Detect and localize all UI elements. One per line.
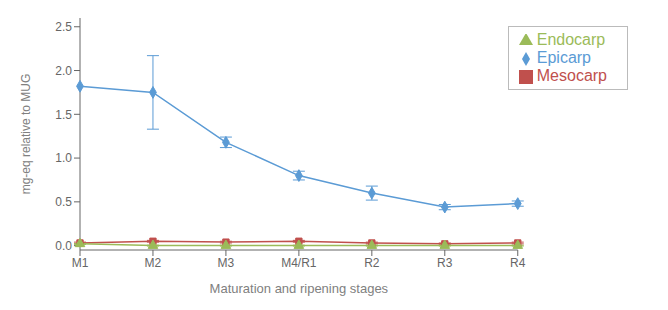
svg-text:1.0: 1.0 [55,151,72,165]
html-text:Epicarp: Epicarp [536,49,591,66]
svg-text:M1: M1 [72,256,89,270]
svg-text:2.5: 2.5 [55,20,72,34]
svg-text:0.5: 0.5 [55,195,72,209]
html-text:Endocarp: Endocarp [536,31,606,48]
svg-text:mg-eq relative to MUG: mg-eq relative to MUG [19,74,33,195]
svg-text:M2: M2 [145,256,162,270]
svg-text:M3: M3 [218,256,235,270]
html-text:Mesocarp: Mesocarp [536,67,607,84]
svg-text:2.0: 2.0 [55,64,72,78]
svg-text:R4: R4 [510,256,526,270]
svg-text:M4/R1: M4/R1 [281,256,317,270]
svg-text:0.0: 0.0 [55,239,72,253]
svg-text:R3: R3 [437,256,453,270]
svg-text:R2: R2 [364,256,380,270]
svg-text:1.5: 1.5 [55,108,72,122]
svg-text:Maturation and ripening stages: Maturation and ripening stages [210,281,389,296]
